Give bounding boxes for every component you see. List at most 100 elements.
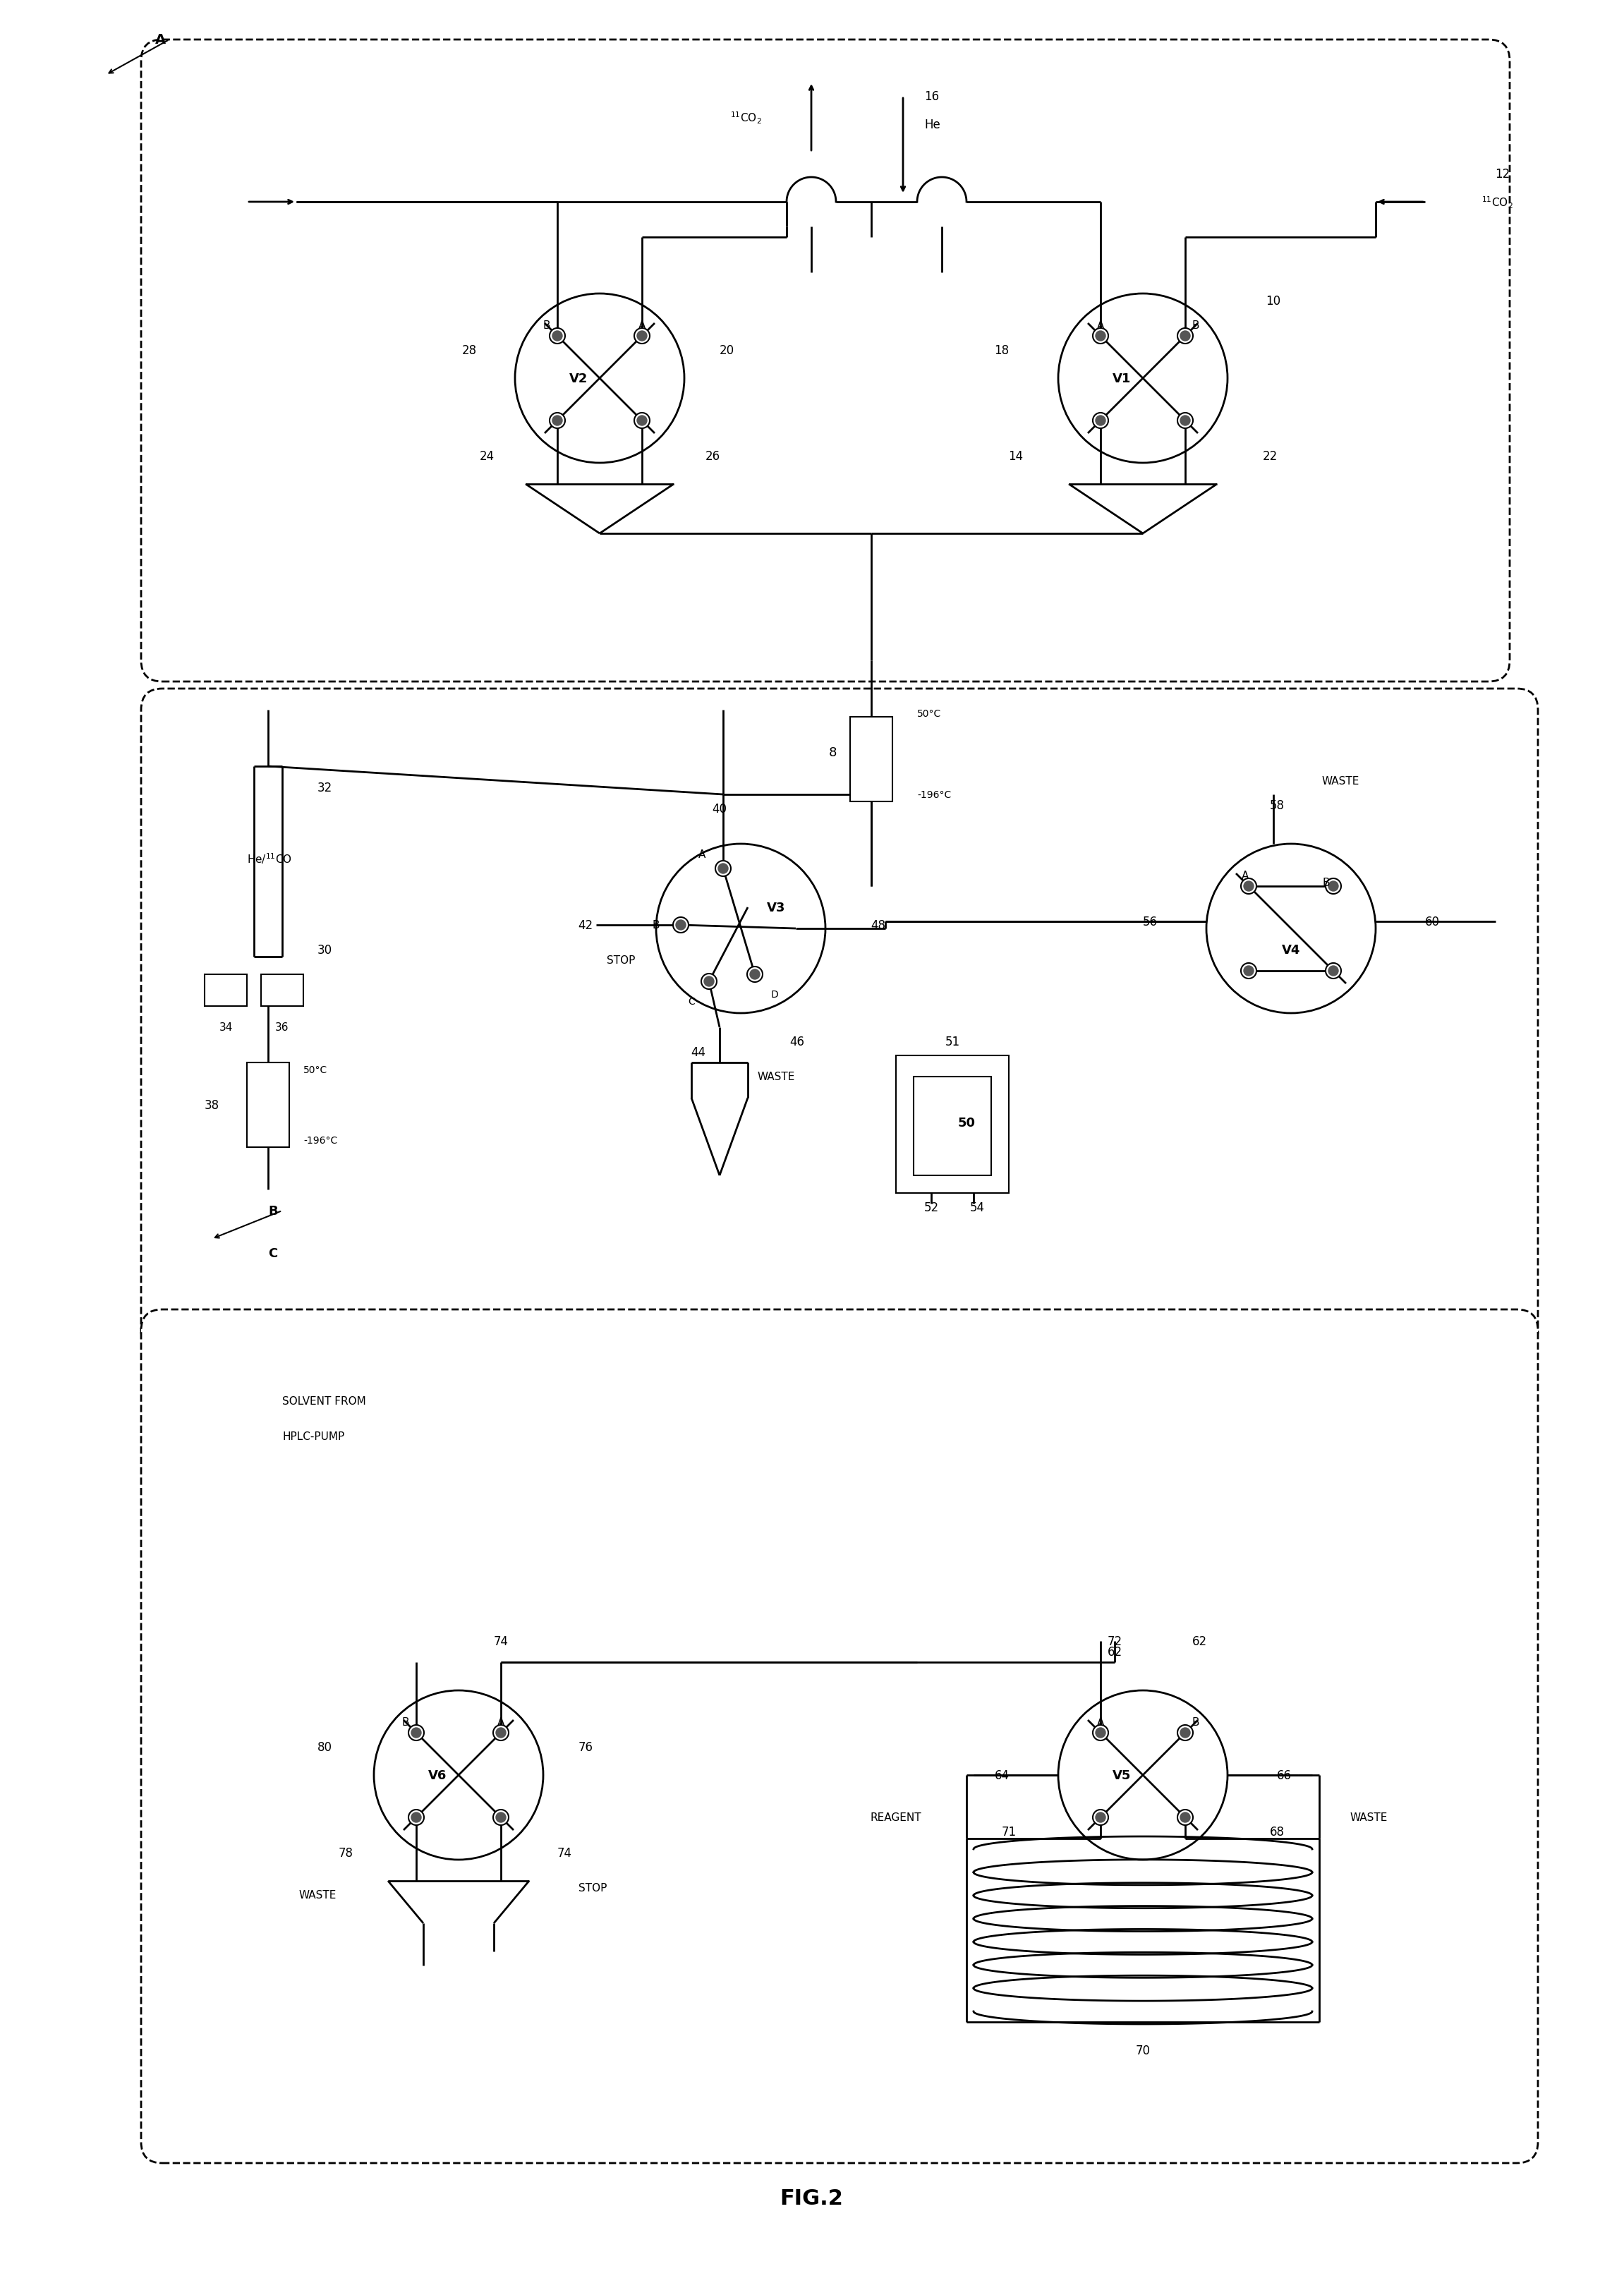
Circle shape bbox=[676, 920, 687, 931]
Text: 56: 56 bbox=[1143, 915, 1158, 929]
Circle shape bbox=[1093, 329, 1108, 345]
Circle shape bbox=[515, 295, 684, 463]
Text: 34: 34 bbox=[219, 1023, 232, 1032]
Circle shape bbox=[1179, 1813, 1190, 1822]
Text: 64: 64 bbox=[994, 1769, 1009, 1781]
Circle shape bbox=[409, 1726, 424, 1740]
Text: C: C bbox=[689, 998, 695, 1007]
Text: FIG.2: FIG.2 bbox=[780, 2187, 843, 2208]
Text: B: B bbox=[653, 920, 659, 931]
Circle shape bbox=[1093, 1810, 1108, 1826]
Text: 44: 44 bbox=[690, 1046, 706, 1059]
FancyBboxPatch shape bbox=[261, 975, 304, 1007]
Text: WASTE: WASTE bbox=[1350, 1813, 1387, 1822]
Circle shape bbox=[411, 1728, 422, 1737]
Text: WASTE: WASTE bbox=[1322, 776, 1359, 785]
Text: STOP: STOP bbox=[578, 1883, 607, 1893]
Text: V6: V6 bbox=[429, 1769, 447, 1781]
Text: 14: 14 bbox=[1009, 450, 1023, 463]
Text: 74: 74 bbox=[557, 1847, 572, 1858]
Circle shape bbox=[637, 331, 648, 342]
Circle shape bbox=[1095, 331, 1106, 342]
Circle shape bbox=[1241, 879, 1257, 895]
FancyBboxPatch shape bbox=[141, 689, 1538, 1352]
Text: D: D bbox=[771, 989, 778, 1000]
Text: B: B bbox=[1192, 320, 1200, 331]
Circle shape bbox=[1177, 413, 1194, 429]
Text: B: B bbox=[1322, 877, 1330, 888]
Circle shape bbox=[549, 413, 565, 429]
Circle shape bbox=[495, 1813, 507, 1822]
Circle shape bbox=[715, 861, 731, 877]
Text: 76: 76 bbox=[578, 1740, 593, 1753]
Text: -196°C: -196°C bbox=[918, 790, 952, 799]
Circle shape bbox=[747, 968, 763, 982]
Circle shape bbox=[702, 975, 716, 989]
Text: 62: 62 bbox=[1192, 1635, 1207, 1648]
Text: C: C bbox=[268, 1247, 278, 1260]
Circle shape bbox=[637, 416, 648, 427]
Circle shape bbox=[749, 970, 760, 979]
Text: 71: 71 bbox=[1002, 1826, 1017, 1838]
Text: 50°C: 50°C bbox=[918, 708, 942, 719]
Text: A: A bbox=[1096, 320, 1104, 331]
Text: 60: 60 bbox=[1424, 915, 1439, 929]
Circle shape bbox=[672, 918, 689, 934]
Text: V4: V4 bbox=[1281, 943, 1301, 957]
Text: 74: 74 bbox=[494, 1635, 508, 1648]
Text: V2: V2 bbox=[568, 372, 588, 386]
Circle shape bbox=[549, 329, 565, 345]
FancyBboxPatch shape bbox=[849, 717, 893, 801]
Text: 42: 42 bbox=[578, 920, 593, 931]
Circle shape bbox=[635, 413, 650, 429]
Circle shape bbox=[374, 1692, 542, 1861]
Text: $^{11}$CO$_2$: $^{11}$CO$_2$ bbox=[1481, 194, 1514, 210]
Text: 40: 40 bbox=[713, 804, 728, 815]
Circle shape bbox=[635, 329, 650, 345]
FancyBboxPatch shape bbox=[205, 975, 247, 1007]
Text: 8: 8 bbox=[828, 747, 836, 758]
Circle shape bbox=[703, 977, 715, 986]
Circle shape bbox=[656, 845, 825, 1014]
Circle shape bbox=[1059, 1692, 1228, 1861]
Circle shape bbox=[1059, 295, 1228, 463]
Text: A: A bbox=[698, 849, 705, 861]
Text: V3: V3 bbox=[767, 902, 786, 913]
Text: 54: 54 bbox=[970, 1201, 984, 1215]
Text: -196°C: -196°C bbox=[304, 1135, 338, 1146]
Circle shape bbox=[1093, 413, 1108, 429]
Text: V5: V5 bbox=[1112, 1769, 1130, 1781]
Text: $^{11}$CO$_2$: $^{11}$CO$_2$ bbox=[731, 110, 762, 126]
Text: WASTE: WASTE bbox=[299, 1890, 336, 1899]
Circle shape bbox=[1179, 1728, 1190, 1737]
Text: REAGENT: REAGENT bbox=[870, 1813, 921, 1822]
Text: 24: 24 bbox=[479, 450, 494, 463]
Circle shape bbox=[1328, 966, 1338, 977]
Text: 10: 10 bbox=[1267, 295, 1281, 308]
Text: A: A bbox=[1241, 870, 1249, 881]
Text: B: B bbox=[542, 320, 551, 331]
Circle shape bbox=[1179, 416, 1190, 427]
FancyBboxPatch shape bbox=[896, 1055, 1009, 1194]
Circle shape bbox=[1244, 881, 1254, 893]
Text: 30: 30 bbox=[317, 943, 331, 957]
Text: 52: 52 bbox=[924, 1201, 939, 1215]
Text: SOLVENT FROM: SOLVENT FROM bbox=[283, 1397, 365, 1406]
Circle shape bbox=[409, 1810, 424, 1826]
Circle shape bbox=[1244, 966, 1254, 977]
Circle shape bbox=[718, 863, 729, 874]
Circle shape bbox=[1241, 963, 1257, 979]
Text: 51: 51 bbox=[945, 1036, 960, 1048]
Text: 68: 68 bbox=[1270, 1826, 1285, 1838]
Text: HPLC-PUMP: HPLC-PUMP bbox=[283, 1431, 344, 1443]
Text: 38: 38 bbox=[205, 1098, 219, 1112]
FancyBboxPatch shape bbox=[141, 1310, 1538, 2162]
Text: 26: 26 bbox=[705, 450, 719, 463]
Text: 18: 18 bbox=[994, 345, 1009, 356]
Text: 66: 66 bbox=[1276, 1769, 1291, 1781]
Text: He/$^{11}$CO: He/$^{11}$CO bbox=[247, 852, 292, 865]
Text: WASTE: WASTE bbox=[757, 1071, 794, 1082]
Circle shape bbox=[552, 331, 564, 342]
Text: 50°C: 50°C bbox=[304, 1064, 328, 1075]
Circle shape bbox=[1177, 1810, 1194, 1826]
